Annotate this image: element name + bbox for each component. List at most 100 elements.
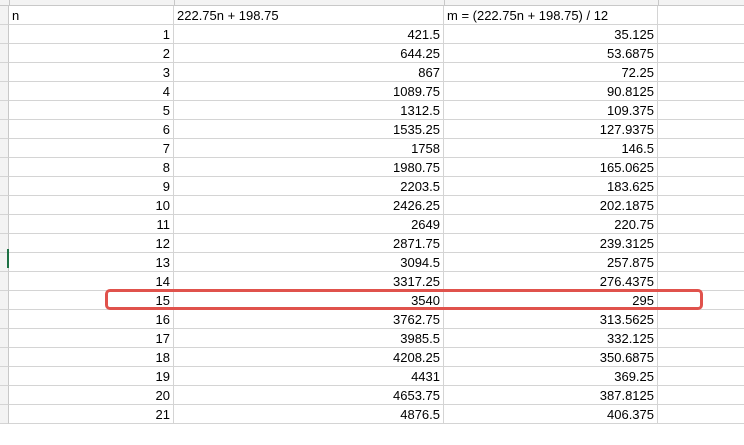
cell-n[interactable]: 8 (9, 158, 174, 177)
cell-n[interactable]: 7 (9, 139, 174, 158)
empty-cell[interactable] (658, 63, 744, 82)
cell-m-value[interactable]: 369.25 (444, 367, 658, 386)
cell-formula-value[interactable]: 421.5 (174, 25, 444, 44)
cell-n[interactable]: 6 (9, 120, 174, 139)
cell-n[interactable]: 3 (9, 63, 174, 82)
empty-cell[interactable] (658, 234, 744, 253)
empty-cell[interactable] (658, 101, 744, 120)
empty-cell[interactable] (658, 405, 744, 424)
row-number-cell[interactable] (0, 310, 9, 329)
cell-n[interactable]: 13 (9, 253, 174, 272)
row-number-cell[interactable] (0, 291, 9, 310)
empty-cell[interactable] (658, 253, 744, 272)
column-header-b[interactable] (174, 0, 445, 5)
cell-n[interactable]: 18 (9, 348, 174, 367)
cell-formula-value[interactable]: 2649 (174, 215, 444, 234)
row-number-cell[interactable] (0, 44, 9, 63)
cell-m-value[interactable]: 295 (444, 291, 658, 310)
cell-formula-value[interactable]: 3762.75 (174, 310, 444, 329)
cell-n[interactable]: 4 (9, 82, 174, 101)
column-header-a[interactable] (9, 0, 175, 5)
row-number-cell[interactable] (0, 405, 9, 424)
empty-cell[interactable] (658, 310, 744, 329)
row-number-cell[interactable] (0, 82, 9, 101)
cell-formula-value[interactable]: 644.25 (174, 44, 444, 63)
cell-m-value[interactable]: 257.875 (444, 253, 658, 272)
cell-m-value[interactable]: 72.25 (444, 63, 658, 82)
empty-cell[interactable] (658, 25, 744, 44)
cell-m-value[interactable]: 313.5625 (444, 310, 658, 329)
empty-cell[interactable] (658, 348, 744, 367)
empty-cell[interactable] (658, 367, 744, 386)
cell-formula-value[interactable]: 1980.75 (174, 158, 444, 177)
cell-formula-value[interactable]: 4653.75 (174, 386, 444, 405)
cell-m-value[interactable]: 202.1875 (444, 196, 658, 215)
header-cell-formula[interactable]: 222.75n + 198.75 (174, 6, 444, 25)
cell-formula-value[interactable]: 3094.5 (174, 253, 444, 272)
row-number-cell[interactable] (0, 101, 9, 120)
cell-m-value[interactable]: 35.125 (444, 25, 658, 44)
cell-m-value[interactable]: 53.6875 (444, 44, 658, 63)
row-number-cell[interactable] (0, 272, 9, 291)
cell-n[interactable]: 15 (9, 291, 174, 310)
empty-cell[interactable] (658, 177, 744, 196)
cell-formula-value[interactable]: 2871.75 (174, 234, 444, 253)
cell-formula-value[interactable]: 1758 (174, 139, 444, 158)
empty-cell[interactable] (658, 6, 744, 25)
cell-formula-value[interactable]: 2426.25 (174, 196, 444, 215)
cell-n[interactable]: 1 (9, 25, 174, 44)
column-header-c[interactable] (444, 0, 659, 5)
empty-cell[interactable] (658, 82, 744, 101)
cell-m-value[interactable]: 183.625 (444, 177, 658, 196)
row-number-cell[interactable] (0, 120, 9, 139)
cell-m-value[interactable]: 146.5 (444, 139, 658, 158)
row-number-cell[interactable] (0, 329, 9, 348)
row-number-cell[interactable] (0, 196, 9, 215)
cell-m-value[interactable]: 127.9375 (444, 120, 658, 139)
cell-formula-value[interactable]: 1089.75 (174, 82, 444, 101)
cell-n[interactable]: 12 (9, 234, 174, 253)
cell-n[interactable]: 10 (9, 196, 174, 215)
cell-formula-value[interactable]: 3317.25 (174, 272, 444, 291)
cell-formula-value[interactable]: 2203.5 (174, 177, 444, 196)
row-number-cell[interactable] (0, 158, 9, 177)
cell-m-value[interactable]: 109.375 (444, 101, 658, 120)
cell-n[interactable]: 16 (9, 310, 174, 329)
row-number-cell[interactable] (0, 6, 9, 25)
empty-cell[interactable] (658, 139, 744, 158)
cell-n[interactable]: 2 (9, 44, 174, 63)
empty-cell[interactable] (658, 329, 744, 348)
empty-cell[interactable] (658, 272, 744, 291)
cell-n[interactable]: 21 (9, 405, 174, 424)
cell-m-value[interactable]: 406.375 (444, 405, 658, 424)
cell-m-value[interactable]: 90.8125 (444, 82, 658, 101)
row-number-cell[interactable] (0, 139, 9, 158)
row-number-cell[interactable] (0, 367, 9, 386)
row-number-cell[interactable] (0, 348, 9, 367)
empty-cell[interactable] (658, 196, 744, 215)
header-cell-m[interactable]: m = (222.75n + 198.75) / 12 (444, 6, 658, 25)
row-number-cell[interactable] (0, 25, 9, 44)
cell-m-value[interactable]: 165.0625 (444, 158, 658, 177)
cell-formula-value[interactable]: 867 (174, 63, 444, 82)
row-number-cell[interactable] (0, 386, 9, 405)
cell-n[interactable]: 5 (9, 101, 174, 120)
header-cell-n[interactable]: n (9, 6, 174, 25)
empty-cell[interactable] (658, 120, 744, 139)
cell-formula-value[interactable]: 4876.5 (174, 405, 444, 424)
cell-formula-value[interactable]: 4208.25 (174, 348, 444, 367)
cell-m-value[interactable]: 276.4375 (444, 272, 658, 291)
cell-n[interactable]: 14 (9, 272, 174, 291)
cell-m-value[interactable]: 239.3125 (444, 234, 658, 253)
row-number-cell[interactable] (0, 234, 9, 253)
cell-formula-value[interactable]: 3540 (174, 291, 444, 310)
cell-formula-value[interactable]: 1312.5 (174, 101, 444, 120)
cell-n[interactable]: 11 (9, 215, 174, 234)
empty-cell[interactable] (658, 44, 744, 63)
cell-formula-value[interactable]: 3985.5 (174, 329, 444, 348)
cell-m-value[interactable]: 387.8125 (444, 386, 658, 405)
cell-formula-value[interactable]: 1535.25 (174, 120, 444, 139)
cell-m-value[interactable]: 350.6875 (444, 348, 658, 367)
cell-n[interactable]: 19 (9, 367, 174, 386)
